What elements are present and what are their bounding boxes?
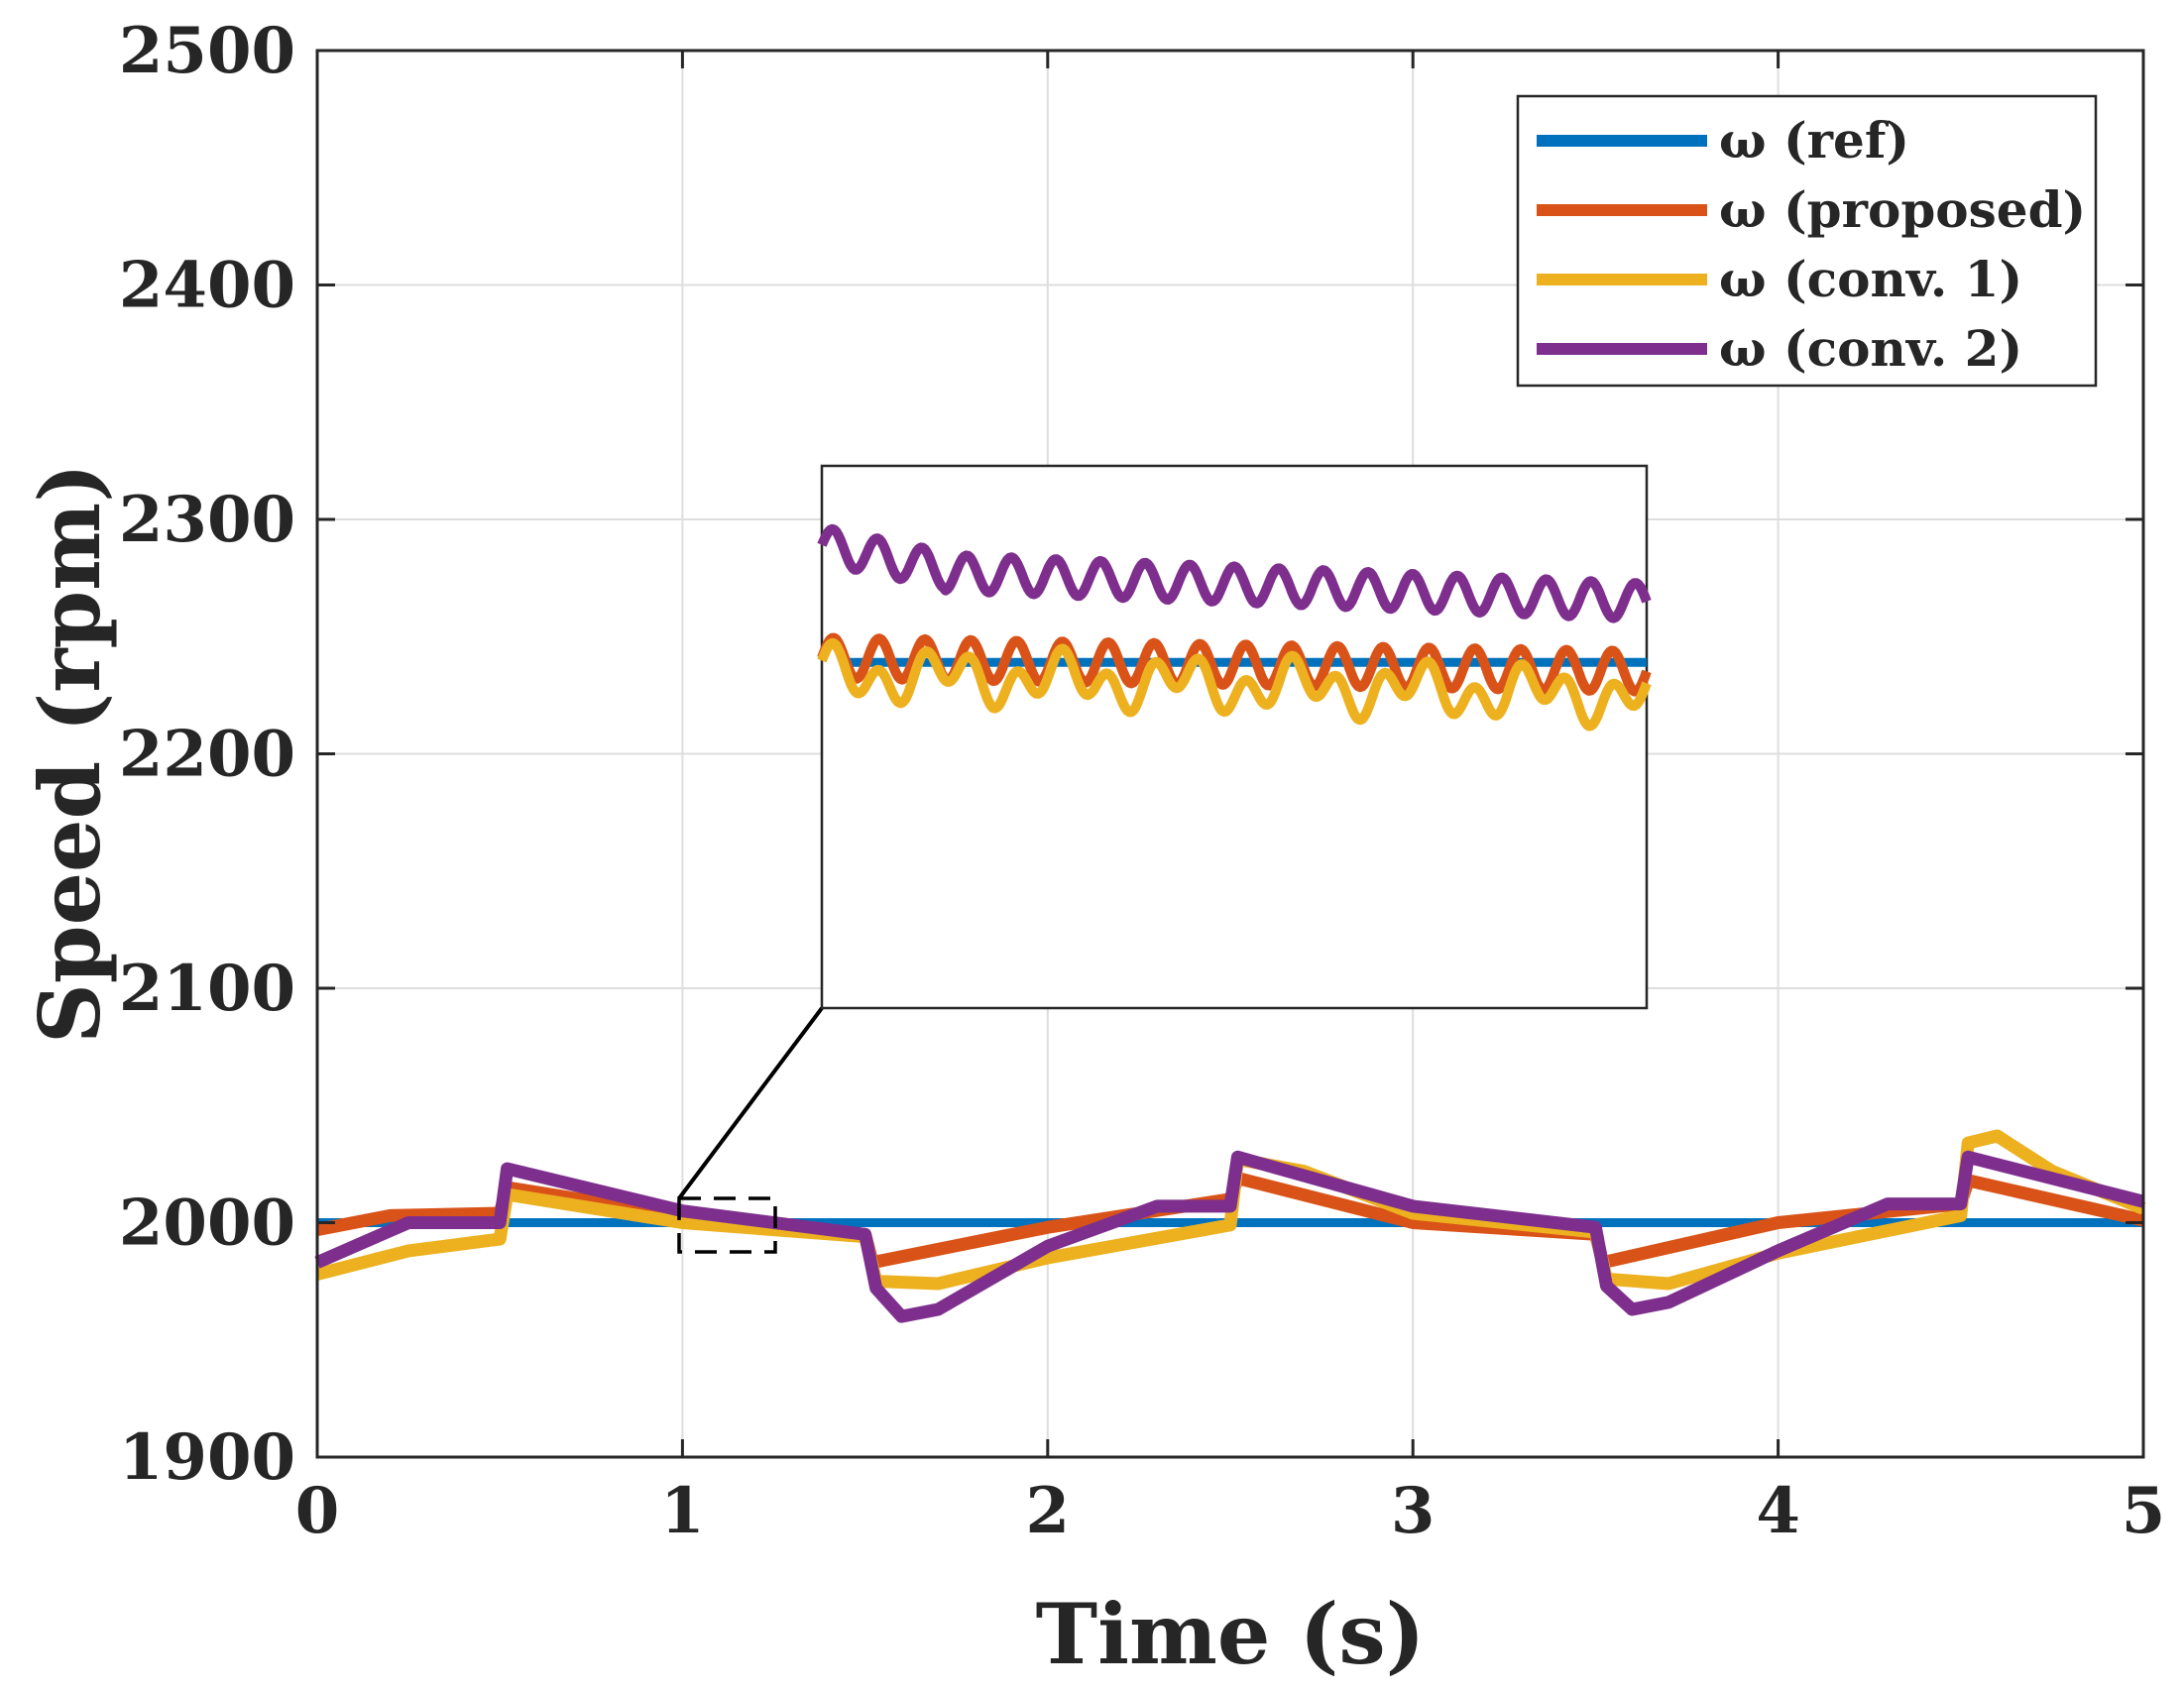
legend: ω (ref) ω (proposed) ω (conv. 1) ω (conv. 2…	[1516, 94, 2098, 388]
y-tick-label: 1900	[119, 1420, 295, 1495]
inset-series-line-3	[817, 523, 1652, 623]
tick-labels: 0 1 2 3 4 5 1900 2000 2100 2200 2300 2400 2500	[119, 14, 2165, 1548]
y-tick-label: 2400	[119, 249, 295, 323]
x-tick-label: 0	[295, 1474, 340, 1548]
tick-marks	[315, 49, 2145, 1459]
x-tick-label: 2	[1026, 1474, 1071, 1548]
y-axis-label: Speed (rpm)	[21, 463, 119, 1044]
legend-label-2: ω (conv. 1)	[1719, 250, 2022, 308]
inset-zoom-panel	[817, 464, 1652, 1010]
y-tick-label: 2200	[119, 718, 295, 792]
legend-label-1: ω (proposed)	[1719, 180, 2086, 239]
x-tick-label: 1	[660, 1474, 705, 1548]
x-tick-label: 5	[2122, 1474, 2166, 1548]
inset-series-layer	[817, 523, 1652, 732]
x-axis-label: Time (s)	[1036, 1585, 1426, 1683]
zoom-connector-line	[677, 1006, 824, 1200]
series-layer	[314, 1129, 2146, 1323]
y-tick-label: 2300	[119, 483, 295, 557]
zoom-region-box	[677, 1196, 777, 1254]
legend-label-0: ω (ref)	[1719, 111, 1909, 169]
inset-series-line-2	[817, 637, 1652, 732]
y-tick-label: 2100	[119, 952, 295, 1026]
legend-label-3: ω (conv. 2)	[1719, 319, 2022, 378]
x-tick-label: 3	[1391, 1474, 1436, 1548]
y-tick-label: 2000	[119, 1186, 295, 1261]
x-tick-label: 4	[1756, 1474, 1800, 1548]
series-line-3	[314, 1150, 2145, 1323]
inset-frame	[820, 464, 1649, 1010]
y-tick-label: 2500	[119, 14, 295, 88]
